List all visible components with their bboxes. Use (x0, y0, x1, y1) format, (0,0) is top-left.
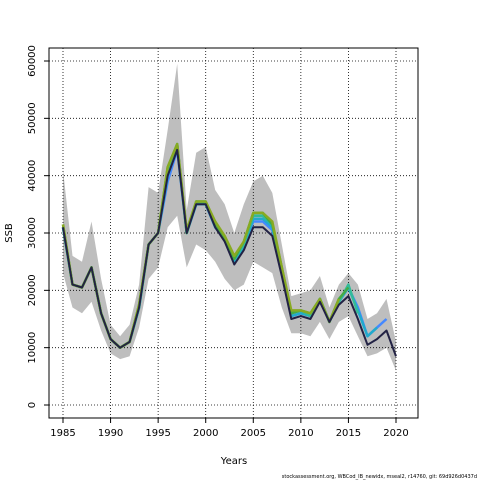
y-tick-label-60000: 60000 (27, 45, 38, 77)
confidence-band-layer (63, 63, 396, 371)
series-line-6 (62, 148, 397, 357)
y-tick-label-50000: 50000 (27, 102, 38, 134)
x-tick-label-2015: 2015 (336, 428, 361, 439)
footer-note: stockassessment.org, WBCod_IB_newidx, ms… (282, 474, 477, 480)
y-tick-label-0: 0 (27, 402, 38, 408)
x-tick-label-2010: 2010 (288, 428, 313, 439)
y-tick-label-30000: 30000 (27, 217, 38, 249)
x-tick-label-1995: 1995 (145, 428, 170, 439)
y-tick-label-10000: 10000 (27, 332, 38, 364)
x-tick-label-2000: 2000 (193, 428, 218, 439)
y-axis-label: SSB (4, 223, 15, 243)
x-tick-label-2005: 2005 (241, 428, 266, 439)
x-tick-label-2020: 2020 (383, 428, 408, 439)
series-layer (61, 142, 397, 357)
y-tick-label-20000: 20000 (27, 274, 38, 306)
x-tick-label-1990: 1990 (98, 428, 123, 439)
x-axis-label: Years (220, 456, 247, 467)
axis-layer: 1985 1990 1995 2000 2005 2010 2015 2020 0 10000 20… (27, 45, 409, 439)
y-tick-label-40000: 40000 (27, 160, 38, 192)
confidence-band (63, 63, 396, 371)
x-tick-label-1985: 1985 (50, 428, 75, 439)
